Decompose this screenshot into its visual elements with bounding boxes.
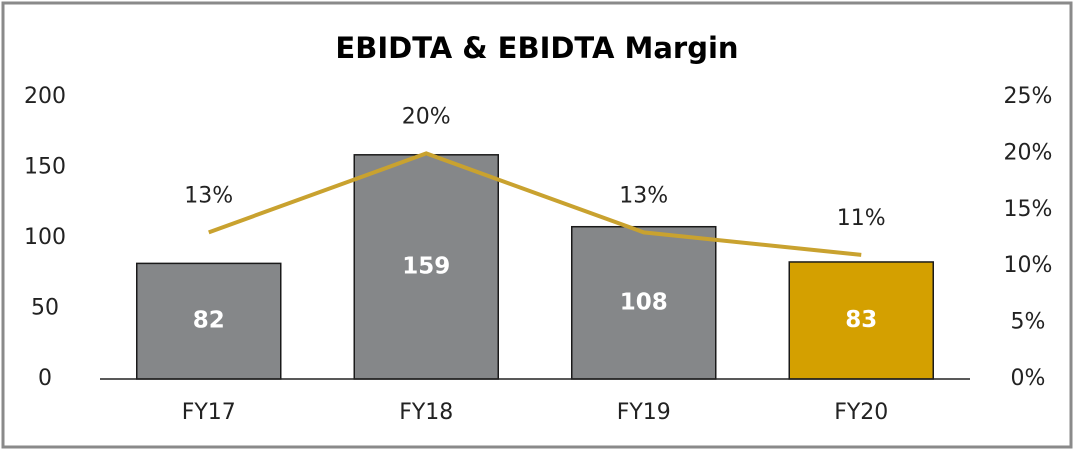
x-tick-label: FY17	[182, 400, 236, 425]
bar-value-label: 82	[193, 308, 225, 334]
y2-tick-label: 20%	[1004, 140, 1053, 165]
bar-value-label: 83	[845, 307, 877, 333]
line-value-label: 20%	[402, 104, 451, 129]
bar-value-label: 108	[620, 289, 668, 315]
line-value-label: 11%	[837, 206, 886, 231]
line-value-label: 13%	[184, 183, 233, 208]
y-tick-label: 200	[24, 84, 66, 109]
y-tick-label: 50	[31, 296, 59, 321]
bar	[353, 154, 499, 380]
line-value-label: 13%	[619, 183, 668, 208]
y2-tick-label: 10%	[1004, 253, 1053, 278]
y2-tick-label: 25%	[1004, 84, 1053, 109]
y2-tick-label: 5%	[1011, 310, 1046, 335]
bar	[788, 261, 934, 380]
x-tick-label: FY19	[617, 400, 671, 425]
x-tick-label: FY20	[834, 400, 888, 425]
bar	[136, 262, 282, 380]
y2-tick-label: 0%	[1011, 366, 1046, 391]
y2-tick-label: 15%	[1004, 197, 1053, 222]
bar-value-label: 159	[402, 253, 450, 279]
y-tick-label: 150	[24, 155, 66, 180]
margin-line	[208, 151, 862, 257]
x-tick-label: FY18	[399, 400, 453, 425]
y-tick-label: 100	[24, 225, 66, 250]
y-tick-label: 0	[38, 366, 52, 391]
bar	[571, 225, 717, 380]
chart-title: EBIDTA & EBIDTA Margin	[335, 31, 738, 65]
